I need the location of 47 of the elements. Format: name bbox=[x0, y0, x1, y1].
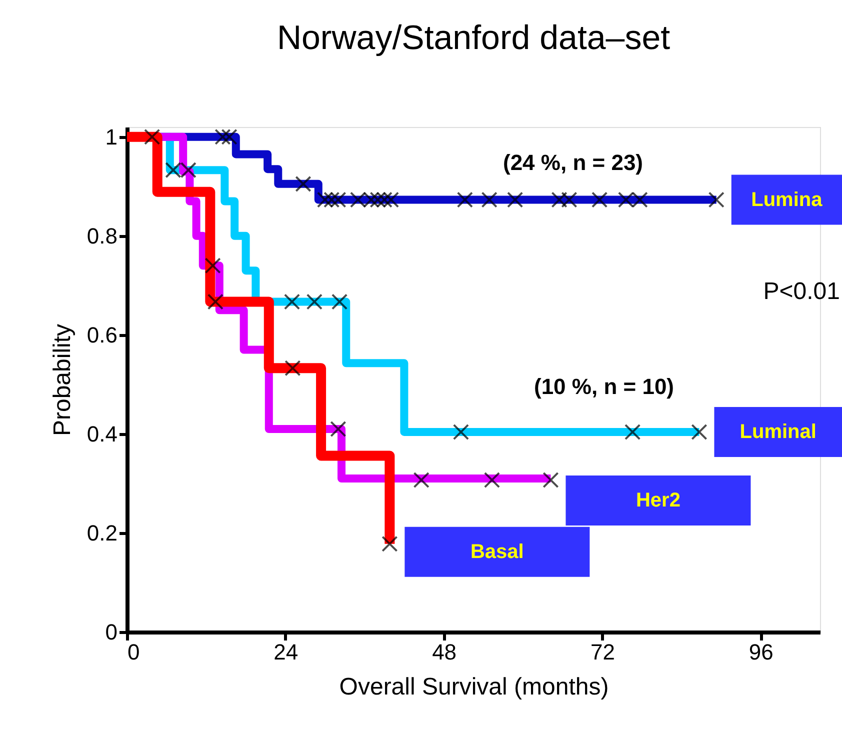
x-axis-title: Overall Survival (months) bbox=[339, 674, 609, 700]
x-tick-label: 96 bbox=[748, 640, 774, 664]
point bbox=[331, 294, 348, 310]
point bbox=[551, 192, 568, 208]
y-tick-label: 0.8 bbox=[86, 223, 118, 248]
point bbox=[591, 192, 608, 208]
point bbox=[456, 192, 473, 208]
x-tick-label: 0 bbox=[128, 640, 140, 664]
point bbox=[306, 294, 323, 310]
point bbox=[413, 472, 430, 488]
x-tick-label: 24 bbox=[274, 640, 298, 664]
annotation: (24 %, n = 23) bbox=[502, 150, 644, 175]
point bbox=[284, 360, 301, 376]
point bbox=[330, 420, 346, 438]
point bbox=[507, 192, 524, 208]
point bbox=[214, 128, 231, 145]
chart-title: Norway/Stanford data–set bbox=[276, 18, 671, 57]
y-tick-label: 0 bbox=[105, 620, 118, 644]
y-tick-label: 0.2 bbox=[86, 520, 118, 546]
series-label: Lumina bbox=[751, 188, 824, 211]
point bbox=[207, 294, 224, 310]
point bbox=[204, 258, 221, 274]
point bbox=[624, 424, 641, 440]
point bbox=[691, 424, 708, 440]
point bbox=[324, 192, 340, 208]
y-tick-label: 0.6 bbox=[86, 322, 118, 348]
point bbox=[542, 472, 559, 488]
point bbox=[284, 294, 300, 310]
point bbox=[708, 192, 724, 208]
point bbox=[221, 128, 238, 145]
point bbox=[484, 472, 500, 488]
text: Her2 bbox=[636, 490, 680, 512]
x-tick-label: 72 bbox=[590, 640, 615, 664]
text: Basal bbox=[470, 540, 524, 563]
text: Luminal bbox=[740, 420, 816, 443]
annotation: (10 %, n = 10) bbox=[534, 374, 674, 399]
point bbox=[144, 128, 160, 145]
x-tick-label: 48 bbox=[432, 640, 457, 664]
point bbox=[295, 176, 312, 192]
y-tick-label: 0.4 bbox=[86, 421, 118, 446]
y-axis-title: Probability bbox=[48, 324, 76, 436]
point bbox=[452, 424, 470, 440]
point bbox=[382, 536, 398, 552]
point bbox=[561, 192, 578, 208]
point bbox=[481, 192, 498, 208]
y-tick-label: 1 bbox=[105, 124, 118, 150]
annotation: P<0.01 bbox=[763, 278, 840, 305]
